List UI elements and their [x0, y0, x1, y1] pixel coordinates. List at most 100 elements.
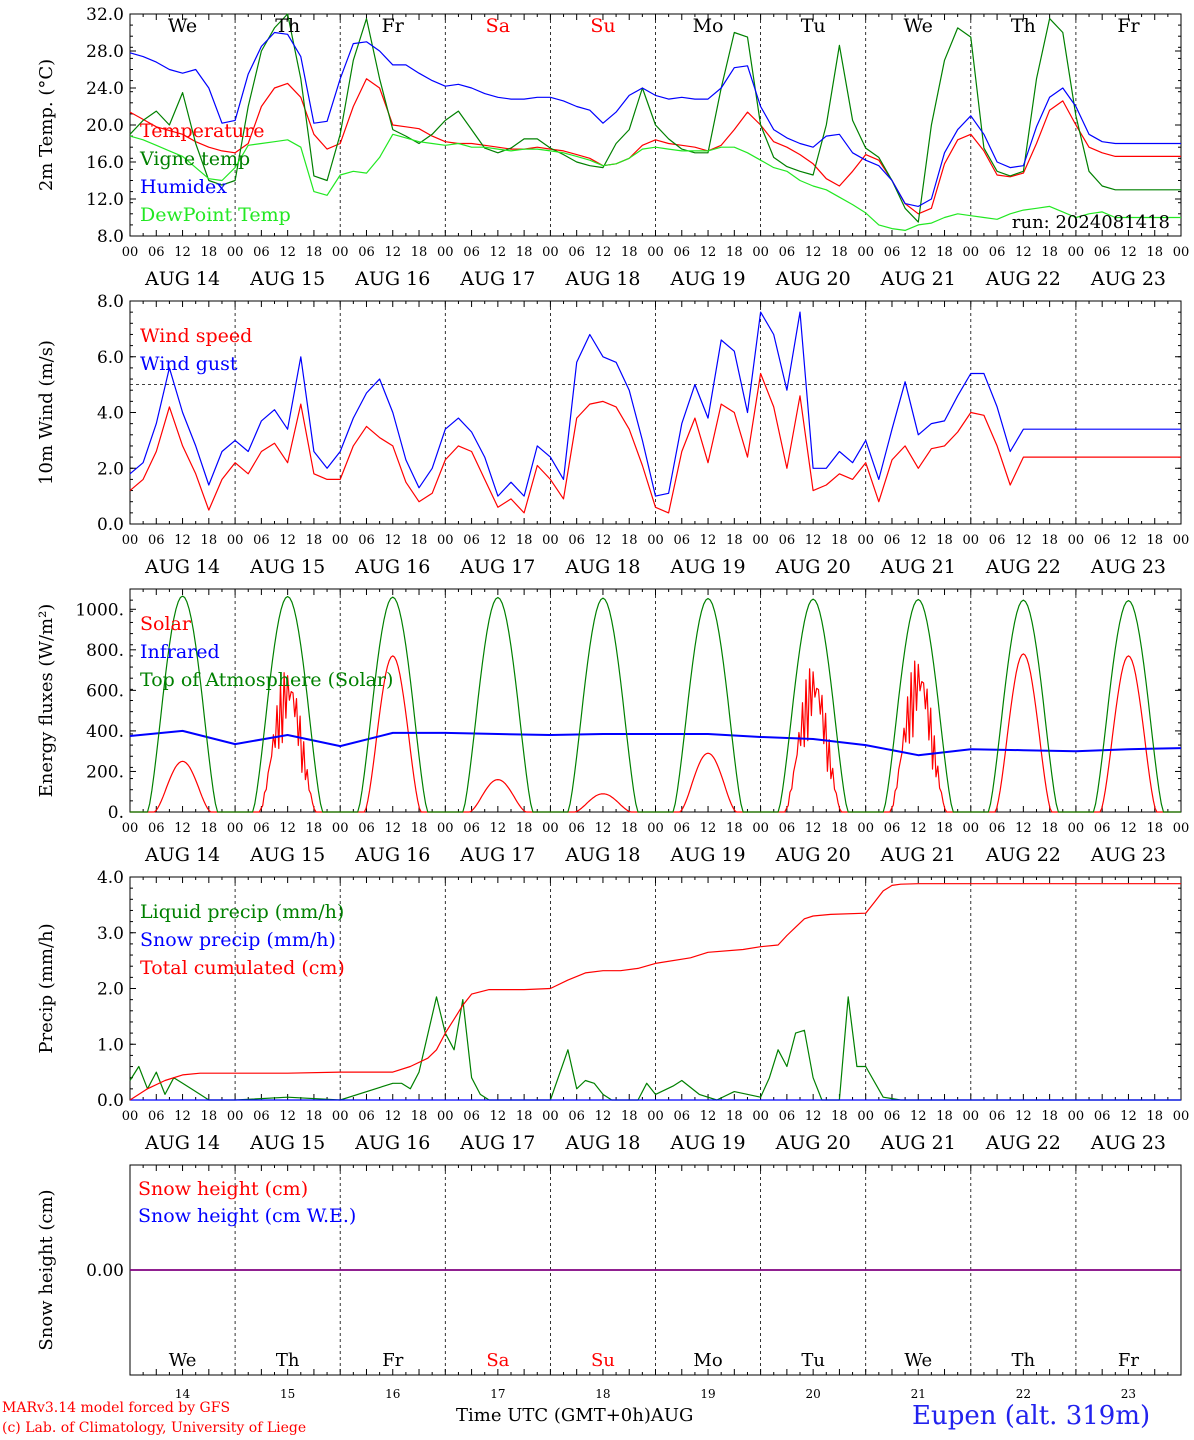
y-axis-title: Precip (mm/h): [36, 923, 57, 1053]
day-label: AUG 16: [354, 556, 430, 578]
y-tick-label: 600.: [86, 681, 124, 701]
hour-tick-label: 00: [1173, 533, 1190, 548]
hour-tick-label: 18: [621, 821, 638, 836]
day-label: AUG 23: [1090, 556, 1166, 578]
y-tick-label: 8.0: [97, 227, 124, 247]
hour-tick-label: 00: [122, 245, 139, 260]
hour-tick-label: 12: [700, 1109, 717, 1124]
series-wind-speed: [129, 372, 1181, 514]
hour-tick-label: 06: [358, 821, 375, 836]
hour-tick-label: 06: [568, 1109, 585, 1124]
weekday-label: Su: [590, 15, 615, 37]
hour-tick-label: 00: [332, 245, 349, 260]
series-top-of-atmosphere-solar: [130, 595, 1181, 813]
day-label: AUG 18: [564, 556, 640, 578]
hour-tick-label: 06: [989, 245, 1006, 260]
day-label: AUG 20: [775, 556, 851, 578]
legend-entry: Wind speed: [140, 325, 252, 347]
hour-tick-label: 06: [674, 1109, 691, 1124]
legend-entry: Snow precip (mm/h): [140, 929, 336, 951]
y-tick-label: 4.0: [97, 868, 124, 888]
hour-tick-label: 12: [910, 1109, 927, 1124]
hour-tick-label: 12: [490, 1109, 507, 1124]
hour-tick-label: 12: [490, 821, 507, 836]
hour-tick-label: 12: [1120, 821, 1137, 836]
hour-tick-label: 12: [1015, 533, 1032, 548]
hour-tick-label: 18: [516, 821, 533, 836]
hour-tick-label: 18: [726, 533, 743, 548]
hour-tick-label: 12: [595, 245, 612, 260]
hour-tick-label: 00: [752, 1109, 769, 1124]
y-tick-label: 12.0: [86, 190, 124, 210]
hour-tick-label: 18: [201, 821, 218, 836]
hour-tick-label: 00: [122, 821, 139, 836]
hour-tick-label: 00: [1068, 245, 1085, 260]
y-tick-label: 8.0: [97, 292, 124, 312]
weekday-label-bottom: Sa: [486, 1350, 509, 1371]
hour-tick-label: 12: [384, 245, 401, 260]
y-tick-label: 1000.: [75, 600, 124, 620]
hour-tick-label: 06: [674, 533, 691, 548]
legend-entry: Temperature: [140, 120, 264, 142]
legend-entry: Vigne temp: [139, 148, 250, 170]
series-vigne-temp: [129, 13, 1181, 223]
day-label: AUG 21: [880, 556, 956, 578]
legend-entry: Snow height (cm W.E.): [138, 1205, 356, 1227]
y-tick-label: 0.0: [97, 515, 124, 535]
y-tick-label: 28.0: [86, 42, 124, 62]
hour-tick-label: 18: [1041, 245, 1058, 260]
day-label: AUG 22: [985, 1132, 1061, 1154]
hour-tick-label: 00: [963, 533, 980, 548]
hour-tick-label: 06: [884, 533, 901, 548]
hour-tick-label: 06: [779, 245, 796, 260]
hour-tick-label: 06: [779, 533, 796, 548]
hour-tick-label: 06: [463, 821, 480, 836]
hour-tick-label: 00: [332, 821, 349, 836]
hour-tick-label: 06: [568, 533, 585, 548]
legend-entry: DewPoint Temp: [140, 204, 291, 226]
hour-tick-label: 06: [148, 245, 165, 260]
hour-tick-label: 06: [463, 245, 480, 260]
y-axis-title: 2m Temp. (°C): [36, 59, 57, 191]
day-label: AUG 14: [144, 556, 220, 578]
hour-tick-label: 06: [568, 245, 585, 260]
hour-tick-label: 12: [1120, 245, 1137, 260]
day-number-label: 18: [595, 1387, 610, 1401]
hour-tick-label: 00: [647, 245, 664, 260]
hour-tick-label: 00: [752, 821, 769, 836]
hour-tick-label: 06: [253, 1109, 270, 1124]
hour-tick-label: 00: [647, 821, 664, 836]
day-label: AUG 18: [564, 844, 640, 866]
hour-tick-label: 18: [831, 1109, 848, 1124]
y-tick-label: 200.: [86, 762, 124, 782]
y-tick-label: 3.0: [97, 924, 124, 944]
hour-tick-label: 12: [490, 245, 507, 260]
legend-entry: Total cumulated (cm): [140, 957, 345, 979]
day-label: AUG 20: [775, 268, 851, 290]
weekday-label: Th: [275, 15, 300, 37]
series-total-cumulated-cm: [129, 883, 1181, 1101]
hour-tick-label: 00: [857, 533, 874, 548]
day-label: AUG 16: [354, 844, 430, 866]
day-label: AUG 23: [1090, 268, 1166, 290]
day-label: AUG 15: [249, 844, 325, 866]
hour-tick-label: 12: [174, 245, 191, 260]
hour-tick-label: 06: [568, 821, 585, 836]
hour-tick-label: 18: [831, 533, 848, 548]
hour-tick-label: 18: [621, 533, 638, 548]
hour-tick-label: 12: [700, 821, 717, 836]
hour-tick-label: 00: [437, 1109, 454, 1124]
hour-tick-label: 00: [752, 533, 769, 548]
hour-tick-label: 06: [884, 245, 901, 260]
hour-tick-label: 18: [411, 821, 428, 836]
hour-tick-label: 18: [306, 533, 323, 548]
hour-tick-label: 00: [542, 821, 559, 836]
weekday-label-bottom: We: [904, 1350, 932, 1371]
hour-tick-label: 18: [306, 1109, 323, 1124]
y-tick-label: 400.: [86, 722, 124, 742]
hour-tick-label: 12: [595, 1109, 612, 1124]
hour-tick-label: 18: [306, 821, 323, 836]
hour-tick-label: 12: [174, 533, 191, 548]
hour-tick-label: 06: [358, 1109, 375, 1124]
hour-tick-label: 06: [674, 821, 691, 836]
